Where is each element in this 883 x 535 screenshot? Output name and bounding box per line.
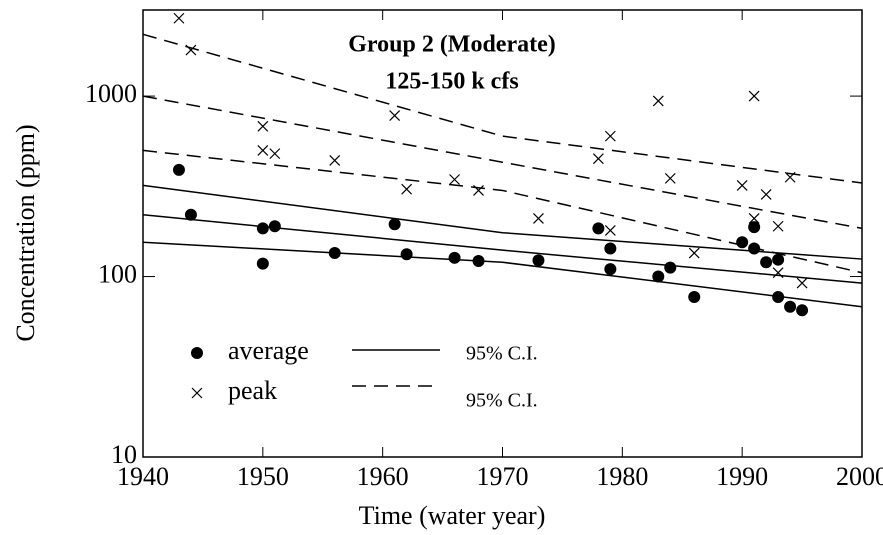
data-point xyxy=(748,90,760,102)
data-point xyxy=(652,270,665,283)
data-point xyxy=(401,183,413,195)
legend-marker xyxy=(191,347,203,359)
fit-line xyxy=(142,184,863,260)
data-point xyxy=(748,242,761,255)
data-point xyxy=(329,155,341,166)
data-point xyxy=(784,171,796,183)
data-point xyxy=(772,291,785,304)
data-point xyxy=(268,220,281,233)
data-point xyxy=(256,222,269,235)
legend-label: 95% C.I. xyxy=(466,343,538,365)
legend-label: average xyxy=(228,336,309,365)
data-point xyxy=(772,220,784,232)
data-point xyxy=(473,185,484,196)
data-point xyxy=(772,267,784,279)
data-point xyxy=(184,208,197,221)
data-point xyxy=(772,253,785,266)
data-point xyxy=(664,172,676,184)
x-axis-label: Time (water year) xyxy=(359,501,546,530)
y-axis-label: Concentration (ppm) xyxy=(11,124,40,341)
data-point xyxy=(604,242,617,255)
data-point xyxy=(748,221,761,234)
data-point xyxy=(256,257,269,270)
data-point xyxy=(688,291,701,304)
data-point xyxy=(604,225,616,236)
data-point xyxy=(172,163,185,176)
chart-title: Group 2 (Moderate) xyxy=(348,32,556,58)
legend-marker xyxy=(191,387,203,399)
data-point xyxy=(652,95,664,107)
data-point xyxy=(688,247,700,259)
y-tick-label: 1000 xyxy=(85,79,137,108)
data-point xyxy=(796,277,808,289)
legend-label: 95% C.I. xyxy=(466,390,538,412)
x-tick-label: 1970 xyxy=(477,462,529,491)
data-point xyxy=(257,144,269,156)
data-point xyxy=(748,212,760,224)
data-point xyxy=(448,251,461,264)
data-point xyxy=(533,212,544,224)
data-point xyxy=(173,12,185,24)
x-tick-label: 1950 xyxy=(237,462,289,491)
legend-label: peak xyxy=(228,376,277,405)
fit-line xyxy=(142,95,863,230)
data-point xyxy=(604,130,616,142)
data-point xyxy=(736,236,749,249)
fit-line xyxy=(142,241,863,308)
x-tick-label: 1980 xyxy=(596,462,648,491)
x-tick-label: 1960 xyxy=(357,462,409,491)
data-point xyxy=(389,110,401,121)
data-point xyxy=(185,44,197,56)
x-tick-label: 1940 xyxy=(117,462,169,491)
data-point xyxy=(257,120,269,132)
data-point xyxy=(269,148,281,160)
data-point xyxy=(592,222,605,235)
data-point xyxy=(760,256,773,269)
chart-subtitle: 125-150 k cfs xyxy=(385,69,518,95)
data-point xyxy=(604,263,617,276)
data-point xyxy=(400,248,413,261)
x-tick-label: 2000 xyxy=(836,462,883,491)
data-point xyxy=(796,304,809,317)
data-point xyxy=(472,254,485,267)
data-point xyxy=(664,261,677,274)
data-point xyxy=(784,300,797,313)
y-tick-label: 10 xyxy=(111,440,137,469)
y-tick-label: 100 xyxy=(98,260,137,289)
data-point xyxy=(388,218,401,231)
data-point xyxy=(449,174,460,185)
data-point xyxy=(328,247,341,260)
x-tick-label: 1990 xyxy=(716,462,768,491)
data-point xyxy=(736,179,748,191)
data-point xyxy=(592,153,604,165)
data-point xyxy=(532,254,545,267)
data-point xyxy=(760,189,772,200)
